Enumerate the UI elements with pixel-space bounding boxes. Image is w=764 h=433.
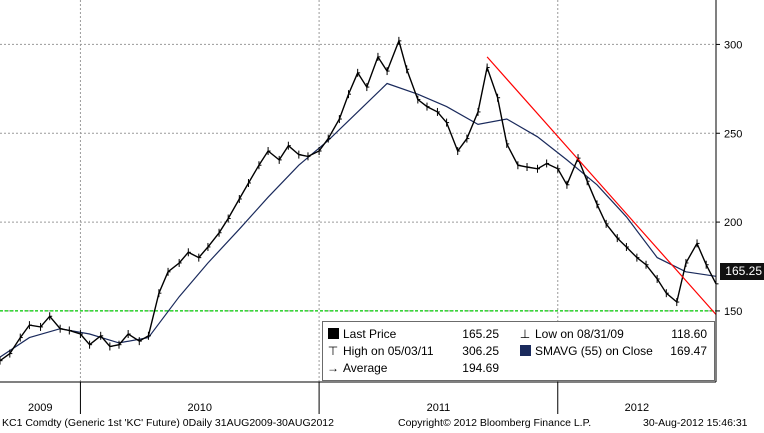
legend-label: Last Price (343, 327, 397, 341)
x-tick-label: 2010 (188, 402, 212, 414)
last-price-tag: 165.25 (720, 263, 764, 280)
x-tick-label: 2009 (28, 402, 52, 414)
x-tick-label: 2011 (427, 402, 451, 414)
footer: KC1 Comdty (Generic 1st 'KC' Future) 0Da… (0, 415, 764, 433)
legend-row-smavg: SMAVG (55) on Close 169.47 (519, 343, 709, 359)
price-chart: 150 200 250 300 2009 2010 2011 2012 (0, 0, 742, 414)
y-tick-label: 200 (724, 217, 742, 229)
legend-label: Low on 08/31/09 (535, 327, 624, 341)
average-marker-icon: → (327, 361, 339, 375)
price-series (0, 36, 719, 365)
legend-row-low: ⊥ Low on 08/31/09 118.60 (519, 326, 709, 342)
footer-timestamp: 30-Aug-2012 15:46:31 (643, 417, 748, 429)
last-price-swatch (327, 326, 339, 342)
legend-label: Average (343, 361, 388, 375)
legend: Last Price 165.25 ⊥ Low on 08/31/09 118.6… (322, 321, 715, 381)
series-line (486, 56, 717, 315)
legend-value: 169.47 (670, 344, 707, 358)
x-tick-label: 2012 (625, 402, 649, 414)
plot-background (0, 0, 716, 382)
footer-copyright: Copyright© 2012 Bloomberg Finance L.P. (398, 417, 592, 429)
smavg-swatch (519, 343, 531, 359)
legend-row-last-price: Last Price 165.25 (327, 326, 499, 342)
x-axis: 2009 2010 2011 2012 (28, 382, 649, 414)
trend-line (486, 56, 717, 315)
legend-value: 306.25 (462, 344, 499, 358)
y-tick-label: 300 (724, 39, 742, 51)
legend-label: SMAVG (55) on Close (535, 344, 653, 358)
legend-row-average: → Average 194.69 (327, 360, 517, 376)
footer-security-info: KC1 Comdty (Generic 1st 'KC' Future) 0Da… (2, 417, 334, 429)
low-marker-icon: ⊥ (519, 327, 531, 341)
legend-row-high: ⊤ High on 05/03/11 306.25 (327, 343, 517, 359)
legend-label: High on 05/03/11 (343, 344, 434, 358)
y-tick-label: 250 (724, 128, 742, 140)
high-marker-icon: ⊤ (327, 344, 339, 358)
legend-value: 194.69 (462, 361, 499, 375)
legend-value: 165.25 (462, 327, 499, 341)
y-axis: 150 200 250 300 (716, 39, 742, 318)
legend-value: 118.60 (671, 327, 707, 341)
y-tick-label: 150 (724, 306, 742, 318)
